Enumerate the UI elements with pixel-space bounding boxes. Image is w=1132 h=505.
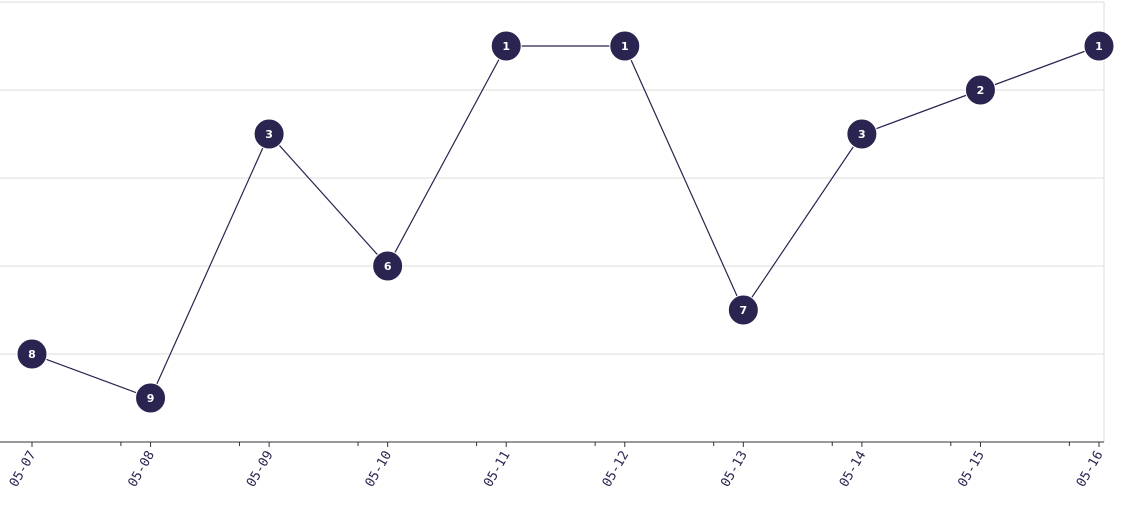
data-point-label: 2 xyxy=(977,84,985,97)
data-point-label: 1 xyxy=(621,40,629,53)
data-point-marker[interactable] xyxy=(964,74,996,106)
data-point[interactable]: 1 xyxy=(1083,30,1115,62)
data-point-label: 9 xyxy=(147,392,155,405)
data-point-label: 6 xyxy=(384,260,392,273)
data-point[interactable]: 3 xyxy=(846,118,878,150)
x-tick-label: 05-15 xyxy=(955,449,988,490)
data-point-label: 8 xyxy=(28,348,36,361)
series-line xyxy=(31,45,1100,399)
series-layer xyxy=(31,45,1100,399)
x-tick-label: 05-08 xyxy=(125,449,158,490)
data-point[interactable]: 3 xyxy=(253,118,285,150)
x-tick-label: 05-16 xyxy=(1074,449,1107,490)
data-point[interactable]: 1 xyxy=(490,30,522,62)
x-tick-label: 05-12 xyxy=(600,449,633,490)
data-point-marker[interactable] xyxy=(490,30,522,62)
data-point-marker[interactable] xyxy=(846,118,878,150)
data-point-marker[interactable] xyxy=(727,294,759,326)
x-tick-label: 05-11 xyxy=(481,449,514,490)
data-point-label: 1 xyxy=(502,40,510,53)
data-point[interactable]: 7 xyxy=(727,294,759,326)
data-point-marker[interactable] xyxy=(16,338,48,370)
data-point-marker[interactable] xyxy=(253,118,285,150)
data-point-label: 1 xyxy=(1095,40,1103,53)
x-tick-label: 05-09 xyxy=(244,449,277,490)
x-tick-label: 05-10 xyxy=(363,449,396,490)
data-point-marker[interactable] xyxy=(1083,30,1115,62)
data-point[interactable]: 9 xyxy=(135,382,167,414)
data-point[interactable]: 6 xyxy=(372,250,404,282)
data-point[interactable]: 1 xyxy=(609,30,641,62)
data-point[interactable]: 8 xyxy=(16,338,48,370)
data-point-marker[interactable] xyxy=(372,250,404,282)
data-point-label: 3 xyxy=(858,128,866,141)
data-point[interactable]: 2 xyxy=(964,74,996,106)
data-point-marker[interactable] xyxy=(135,382,167,414)
data-point-label: 3 xyxy=(265,128,273,141)
data-point-label: 7 xyxy=(740,304,748,317)
x-axis: 05-07 05-08 05-09 05-10 05-11 05-12 05-13 05-14… xyxy=(0,441,1107,490)
grid-layer xyxy=(0,1,1105,443)
x-tick-label: 05-13 xyxy=(718,449,751,490)
data-point-marker[interactable] xyxy=(609,30,641,62)
x-tick-label: 05-07 xyxy=(7,449,40,490)
x-tick-label: 05-14 xyxy=(837,448,870,490)
